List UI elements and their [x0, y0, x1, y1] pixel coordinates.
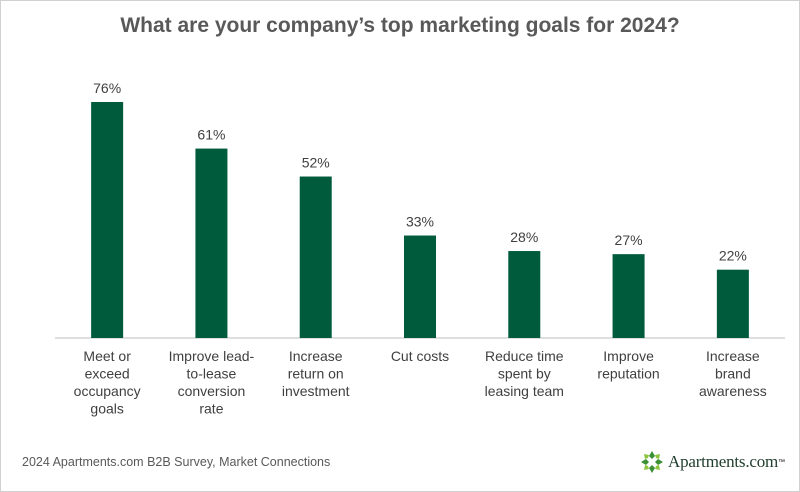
source-note: 2024 Apartments.com B2B Survey, Market C…	[22, 455, 331, 469]
bar-5	[612, 254, 645, 338]
value-label-0: 76%	[93, 80, 121, 96]
bar-chart: 76% Meet or exceed occupancy goals 61% Improve…	[55, 80, 785, 417]
bar-0	[91, 102, 124, 338]
value-label-5: 27%	[615, 232, 643, 248]
logo-wordmark: Apartments.com	[668, 452, 779, 471]
category-label-3: Cut costs	[391, 348, 449, 364]
value-label-1: 61%	[197, 127, 225, 143]
value-label-4: 28%	[510, 229, 538, 245]
category-label-6: Increase brand awareness	[699, 348, 767, 399]
category-label-5: Improve reputation	[597, 348, 659, 382]
bar-1	[195, 148, 228, 338]
trademark-mark: ™	[778, 458, 786, 466]
bar-4	[508, 251, 541, 338]
chart-title: What are your company’s top marketing go…	[120, 14, 680, 37]
bar-2	[299, 176, 332, 338]
category-label-1: Improve lead-to-lease conversion rate	[169, 348, 255, 417]
value-label-6: 22%	[719, 248, 747, 264]
category-label-0: Meet or exceed occupancy goals	[74, 348, 141, 417]
category-label-2: Increase return on investment	[282, 348, 350, 399]
value-label-3: 33%	[406, 214, 434, 230]
bar-3	[404, 235, 436, 338]
category-label-4: Reduce time spent by leasing team	[485, 348, 564, 399]
value-label-2: 52%	[302, 155, 330, 171]
apartments-logo-icon	[641, 451, 663, 473]
apartments-logo: Apartments.com ™	[640, 449, 785, 475]
bar-6	[716, 269, 749, 338]
